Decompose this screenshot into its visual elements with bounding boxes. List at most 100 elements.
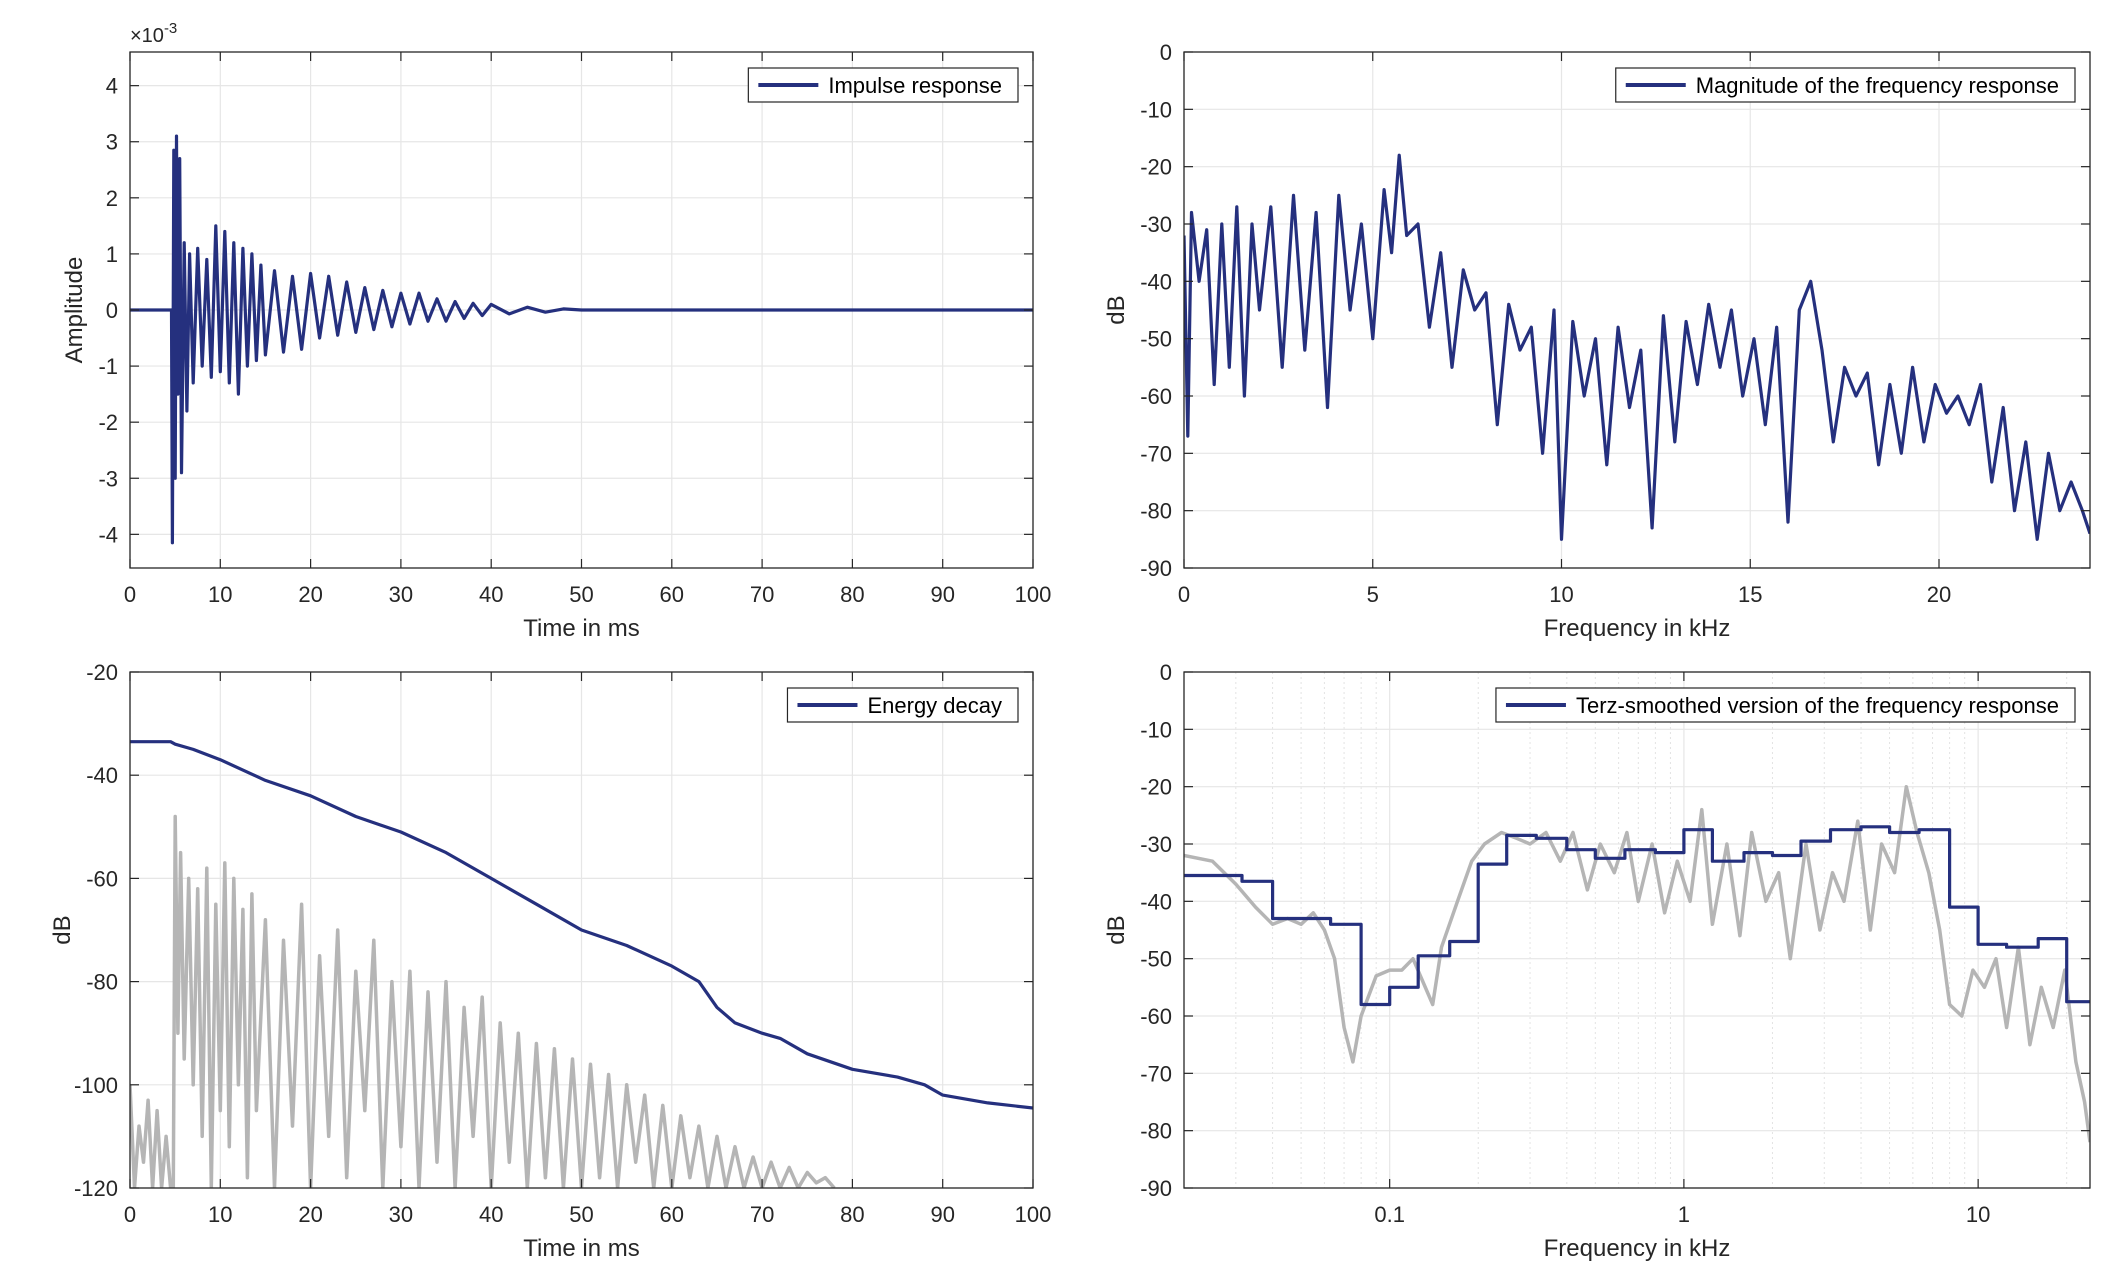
x-tick-label: 0: [1178, 582, 1190, 607]
legend-entry: Energy decay: [867, 693, 1002, 718]
tick-marks: [129, 671, 1034, 1189]
x-tick-label: 30: [389, 582, 413, 607]
tick-marks: [1183, 51, 2090, 569]
terz-smoothed-response-plot: 0.1 1 10 0 -10 -20 -30 -40 -50 -60 -70 -80 -90 Freq…: [1103, 660, 2091, 1262]
y-axis-label: dB: [49, 915, 76, 944]
x-tick-label: 10: [208, 582, 232, 607]
y-tick-label: -90: [1140, 1176, 1172, 1201]
x-tick-label: 70: [750, 582, 774, 607]
series-line: [1184, 825, 2090, 1007]
x-tick-label: 90: [930, 1202, 954, 1227]
y-tick-label: 4: [106, 74, 118, 99]
y-tick-labels: -4 -3 -2 -1 0 1 2 3 4: [98, 74, 118, 548]
x-axis-label: Time in ms: [523, 1235, 639, 1262]
legend-entry: Impulse response: [828, 73, 1002, 98]
x-tick-label: 80: [840, 582, 864, 607]
y-tick-label: -70: [1140, 441, 1172, 466]
y-tick-label: -70: [1140, 1061, 1172, 1086]
tick-marks: [1184, 671, 2090, 1189]
x-tick-label: 80: [840, 1202, 864, 1227]
x-tick-labels: 0.1 1 10: [1374, 1202, 1990, 1227]
y-axis-label: Amplitude: [61, 257, 88, 364]
y-tick-label: -10: [1140, 717, 1172, 742]
series-line: [130, 740, 1033, 1110]
x-tick-label: 50: [569, 1202, 593, 1227]
axes-frame: [1183, 51, 2091, 569]
y-axis-label: dB: [1103, 295, 1130, 324]
y-tick-label: -30: [1140, 832, 1172, 857]
x-axis-label: Time in ms: [523, 615, 639, 642]
x-tick-label: 100: [1015, 582, 1052, 607]
energy-decay-plot: 0 10 20 30 40 50 60 70 80 90 100 -20-40-60-80-100-…: [49, 660, 1051, 1262]
axes-frame: [1183, 671, 2091, 1189]
y-tick-label: -80: [1140, 499, 1172, 524]
legend: Energy decay: [786, 687, 1019, 723]
legend-box: [1495, 687, 2076, 723]
y-tick-label: -3: [98, 466, 118, 491]
background-trace: [130, 814, 836, 1188]
legend: Terz-smoothed version of the frequency r…: [1495, 687, 2076, 723]
legend-box: [1615, 67, 2076, 103]
y-tick-label: -40: [1140, 889, 1172, 914]
y-tick-label: -20: [86, 660, 118, 685]
x-tick-label: 10: [208, 1202, 232, 1227]
x-tick-label: 60: [660, 582, 684, 607]
y-tick-label: 1: [106, 242, 118, 267]
legend: Magnitude of the frequency response: [1615, 67, 2076, 103]
x-tick-label: 20: [298, 1202, 322, 1227]
x-tick-label: 100: [1015, 1202, 1052, 1227]
x-axis-label: Frequency in kHz: [1544, 1235, 1731, 1262]
x-tick-label: 40: [479, 582, 503, 607]
x-tick-label: 5: [1367, 582, 1379, 607]
y-axis-label: dB: [1103, 915, 1130, 944]
x-axis-label: Frequency in kHz: [1544, 615, 1731, 642]
y-tick-labels: 0 -10 -20 -30 -40 -50 -60 -70 -80 -90: [1140, 660, 1172, 1201]
y-tick-label: 2: [106, 186, 118, 211]
legend-entry: Terz-smoothed version of the frequency r…: [1576, 693, 2059, 718]
x-tick-label: 1: [1678, 1202, 1690, 1227]
x-tick-label: 10: [1549, 582, 1573, 607]
data-layer: [130, 134, 1033, 545]
y-tick-label: -20: [1140, 155, 1172, 180]
y-tick-label: -60: [1140, 384, 1172, 409]
impulse-response-plot: 0 10 20 30 40 50 60 70 80 90 100 -4 -3 -2 -1 0 1 2 3 4 Tim…: [61, 20, 1051, 642]
series-line: [1184, 153, 2090, 541]
y-tick-label: -50: [1140, 327, 1172, 352]
x-tick-label: 60: [660, 1202, 684, 1227]
y-tick-label: 3: [106, 130, 118, 155]
exponent-base: ×10: [130, 25, 164, 47]
data-layer: [1184, 153, 2090, 541]
y-tick-labels: 0 -10 -20 -30 -40 -50 -60 -70 -80 -90: [1140, 40, 1172, 581]
x-tick-label: 20: [298, 582, 322, 607]
series-line: [130, 134, 1033, 545]
x-tick-label: 0: [124, 582, 136, 607]
y-tick-label: -60: [1140, 1004, 1172, 1029]
x-tick-labels: 0 5 10 15 20: [1178, 582, 1951, 607]
y-tick-label: -120: [74, 1176, 118, 1201]
x-tick-label: 30: [389, 1202, 413, 1227]
magnitude-response-plot: 0 5 10 15 20 0 -10 -20 -30 -40 -50 -60 -70 -80 -90 Fr…: [1103, 40, 2091, 642]
data-layer: [1184, 784, 2090, 1143]
y-tick-label: -80: [1140, 1119, 1172, 1144]
legend-entry: Magnitude of the frequency response: [1696, 73, 2059, 98]
y-tick-label: 0: [1160, 40, 1172, 65]
x-tick-label: 90: [930, 582, 954, 607]
grid: [1183, 51, 2090, 569]
y-tick-label: 0: [106, 298, 118, 323]
y-tick-label: -1: [98, 354, 118, 379]
x-tick-label: 0.1: [1374, 1202, 1405, 1227]
y-tick-label: -90: [1140, 556, 1172, 581]
y-tick-labels: -20 -40 -60 -80 -100 -120: [74, 660, 118, 1201]
y-tick-label: -40: [86, 763, 118, 788]
x-tick-label: 50: [569, 582, 593, 607]
x-tick-label: 10: [1966, 1202, 1990, 1227]
y-tick-label: -60: [86, 866, 118, 891]
x-tick-labels: 0 10 20 30 40 50 60 70 80 90 100: [124, 1202, 1051, 1227]
y-tick-label: -2: [98, 410, 118, 435]
y-tick-label: -30: [1140, 212, 1172, 237]
data-layer: [130, 740, 1033, 1188]
y-tick-label: -40: [1140, 269, 1172, 294]
y-tick-label: -50: [1140, 947, 1172, 972]
y-tick-label: -100: [74, 1073, 118, 1098]
